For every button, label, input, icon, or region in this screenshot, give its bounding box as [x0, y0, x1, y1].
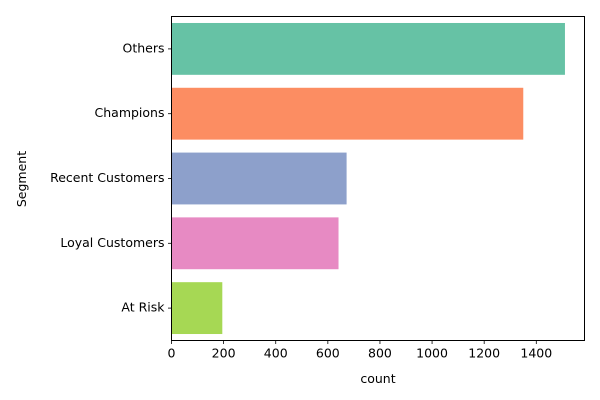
- x-tick-label-400: 400: [264, 346, 288, 361]
- x-axis-title: count: [360, 371, 395, 386]
- y-tick-label-champions: Champions: [95, 105, 165, 120]
- y-tick-label-others: Others: [122, 40, 164, 55]
- y-axis-ticks: Others Champions Recent Customers Loyal Cus…: [50, 40, 172, 315]
- bars-group: [171, 22, 565, 335]
- y-axis-title: Segment: [14, 151, 29, 207]
- x-axis-ticks: 0 200 400 600 800 1000 1200 1400: [168, 340, 552, 361]
- x-tick-label-800: 800: [368, 346, 392, 361]
- bar-others: [171, 22, 565, 75]
- bar-recent-customers: [171, 152, 347, 205]
- y-tick-label-loyal-customers: Loyal Customers: [60, 235, 164, 250]
- plot-frame: [171, 16, 585, 341]
- bar-at-risk: [171, 282, 223, 335]
- x-tick-label-600: 600: [316, 346, 340, 361]
- y-tick-label-recent-customers: Recent Customers: [50, 170, 164, 185]
- x-tick-label-1400: 1400: [520, 346, 552, 361]
- x-tick-label-200: 200: [212, 346, 236, 361]
- x-tick-label-1200: 1200: [468, 346, 500, 361]
- x-tick-label-1000: 1000: [416, 346, 448, 361]
- y-tick-label-at-risk: At Risk: [121, 300, 165, 315]
- bar-loyal-customers: [171, 217, 339, 270]
- bar-champions: [171, 87, 524, 140]
- x-tick-label-0: 0: [168, 346, 176, 361]
